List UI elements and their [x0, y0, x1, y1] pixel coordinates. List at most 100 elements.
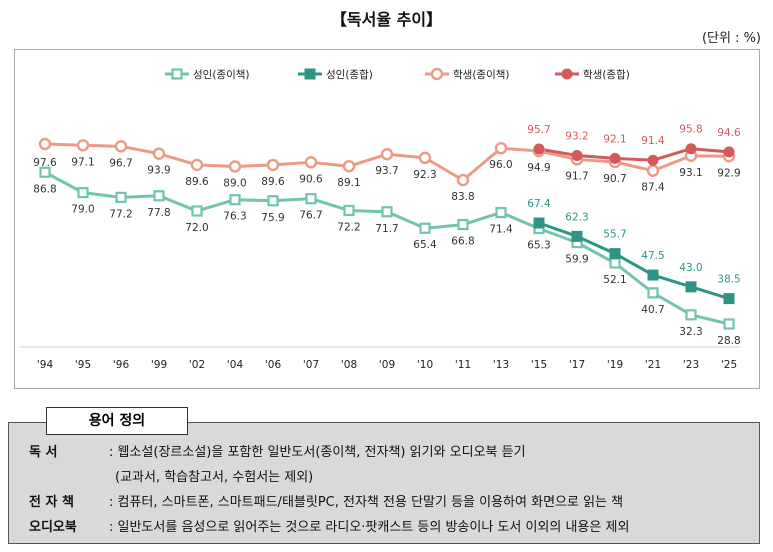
data-label: 95.8 — [679, 124, 702, 136]
data-point — [609, 152, 621, 164]
data-point — [609, 248, 621, 260]
series-line — [44, 170, 730, 326]
definition-row: (교과서, 학습참고서, 수험서는 제외) — [29, 466, 313, 485]
legend-marker — [304, 68, 316, 80]
data-label: 32.3 — [679, 326, 702, 338]
data-label: 47.5 — [641, 250, 664, 262]
data-point — [228, 160, 242, 173]
data-point — [647, 287, 659, 299]
data-label: 79.0 — [71, 204, 94, 216]
data-label: 76.7 — [299, 210, 322, 222]
data-label: 94.9 — [527, 162, 550, 174]
x-tick-label: '07 — [303, 359, 319, 371]
series-line — [538, 147, 730, 162]
data-label: 93.2 — [565, 131, 588, 143]
data-label: 65.3 — [527, 239, 550, 251]
x-tick-label: '08 — [341, 359, 357, 371]
data-point — [77, 187, 89, 199]
data-label: 90.7 — [603, 173, 626, 185]
definitions-box: 독 서: 웹소설(장르소설)을 포함한 일반도서(종이책, 전자책) 읽기와 오… — [8, 422, 760, 544]
data-label: 71.7 — [375, 223, 398, 235]
data-label: 91.4 — [641, 135, 665, 147]
data-label: 76.3 — [223, 211, 246, 223]
data-label: 72.2 — [337, 221, 360, 233]
x-tick-label: '11 — [455, 359, 471, 371]
data-label: 92.3 — [413, 169, 436, 181]
definition-text: : 컴퓨터, 스마트폰, 스마트패드/태블릿PC, 전자책 전용 단말기 등을 … — [109, 495, 624, 510]
data-point — [685, 143, 697, 155]
definition-text: : 일반도서를 음성으로 읽어주는 것으로 라디오·팟캐스트 등의 방송이나 도… — [109, 520, 630, 535]
data-label: 40.7 — [641, 304, 664, 316]
data-label: 52.1 — [603, 274, 626, 286]
data-label: 92.1 — [603, 133, 626, 145]
data-point — [457, 218, 469, 231]
data-label: 92.9 — [717, 167, 740, 179]
data-point — [685, 281, 697, 293]
data-point — [647, 154, 659, 166]
data-point — [304, 156, 318, 169]
data-label: 28.8 — [717, 335, 740, 347]
definition-text: (교과서, 학습참고서, 수험서는 제외) — [115, 470, 314, 485]
x-tick-label: '04 — [227, 359, 244, 371]
legend-marker — [430, 67, 444, 81]
legend-marker — [561, 68, 573, 80]
definition-term: 전 자 책 — [29, 495, 74, 510]
data-point — [685, 309, 697, 321]
unit-label: (단위 : %) — [701, 31, 761, 46]
definition-row: 독 서: 웹소설(장르소설)을 포함한 일반도서(종이책, 전자책) 읽기와 오… — [29, 441, 526, 460]
x-tick-label: '99 — [151, 359, 167, 371]
data-point — [533, 143, 545, 155]
data-point — [190, 158, 204, 172]
definition-term: 독 서 — [29, 445, 58, 460]
x-tick-label: '94 — [37, 359, 54, 371]
data-point — [723, 146, 735, 158]
data-label: 91.7 — [565, 170, 588, 182]
x-tick-label: '13 — [493, 359, 509, 371]
data-label: 66.8 — [451, 236, 474, 248]
data-point — [305, 193, 317, 205]
data-label: 71.4 — [489, 224, 513, 236]
data-label: 89.1 — [337, 177, 360, 189]
data-point — [342, 160, 356, 173]
x-tick-label: '15 — [531, 359, 547, 371]
x-tick-label: '10 — [417, 359, 433, 371]
definitions-heading: 용어 정의 — [46, 407, 188, 435]
data-label: 97.1 — [71, 156, 94, 168]
data-label: 75.9 — [261, 212, 284, 224]
x-tick-label: '95 — [75, 359, 91, 371]
legend-label: 성인(종합) — [326, 69, 373, 81]
data-label: 86.8 — [33, 183, 56, 195]
data-point — [153, 190, 165, 202]
chart-frame — [14, 49, 760, 389]
data-label: 62.3 — [565, 211, 588, 223]
data-point — [647, 269, 659, 281]
data-point — [419, 222, 431, 234]
data-label: 89.6 — [185, 176, 209, 188]
data-point — [646, 164, 660, 177]
data-label: 77.8 — [147, 207, 170, 219]
data-point — [266, 158, 280, 172]
x-tick-label: '06 — [265, 359, 282, 371]
x-tick-label: '02 — [189, 359, 205, 371]
x-tick-label: '96 — [113, 359, 130, 371]
x-tick-label: '25 — [721, 359, 737, 371]
data-point — [380, 148, 394, 161]
data-point — [38, 137, 52, 151]
data-point — [418, 151, 432, 165]
data-point — [76, 139, 90, 152]
data-label: 94.6 — [717, 127, 741, 139]
data-label: 97.6 — [33, 157, 57, 169]
data-point — [191, 205, 203, 217]
data-point — [609, 257, 621, 269]
data-point — [456, 173, 470, 187]
data-point — [152, 147, 166, 160]
data-point — [571, 230, 583, 242]
data-label: 43.0 — [679, 262, 702, 274]
data-label: 38.5 — [717, 274, 740, 286]
x-tick-label: '19 — [607, 359, 623, 371]
x-tick-label: '23 — [683, 359, 699, 371]
data-label: 96.7 — [109, 157, 132, 169]
data-label: 67.4 — [527, 198, 551, 210]
data-point — [495, 206, 507, 219]
data-point — [229, 194, 241, 206]
